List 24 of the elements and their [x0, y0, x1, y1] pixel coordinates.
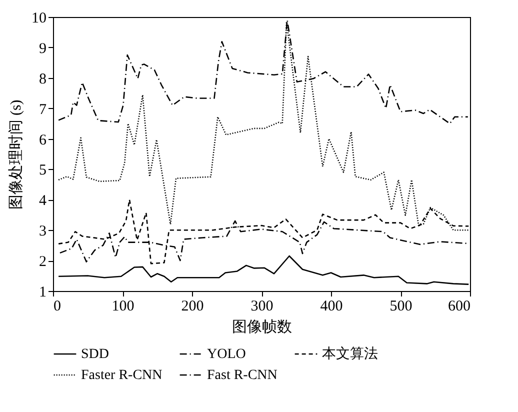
y-tick-label: 4 — [39, 193, 47, 210]
x-tick-label: 200 — [181, 298, 204, 314]
y-tick-label: 9 — [39, 40, 46, 57]
legend-label: 本文算法 — [322, 346, 378, 362]
x-tick-label: 100 — [112, 298, 134, 314]
y-tick-label: 2 — [39, 254, 46, 270]
legend-label: Fast R-CNN — [207, 368, 278, 383]
y-tick-label: 1 — [39, 284, 46, 300]
x-tick-label: 400 — [320, 298, 343, 314]
y-tick-label: 5 — [39, 162, 46, 179]
x-tick-label: 600 — [448, 298, 470, 314]
x-tick-label: 300 — [250, 298, 274, 314]
y-tick-label: 8 — [39, 71, 46, 88]
legend-label: Faster R-CNN — [81, 368, 162, 383]
y-tick-label: 6 — [39, 132, 47, 148]
x-tick-label: 0 — [54, 298, 61, 314]
y-tick-label: 7 — [39, 102, 47, 118]
y-tick-label: 10 — [32, 10, 46, 26]
legend-label: YOLO — [207, 347, 246, 362]
y-axis-title: 图像处理时间 (s) — [8, 100, 24, 210]
legend-label: SDD — [81, 347, 110, 362]
x-axis-title: 图像帧数 — [232, 318, 292, 336]
y-tick-label: 3 — [39, 224, 46, 240]
x-tick-label: 500 — [390, 298, 412, 314]
